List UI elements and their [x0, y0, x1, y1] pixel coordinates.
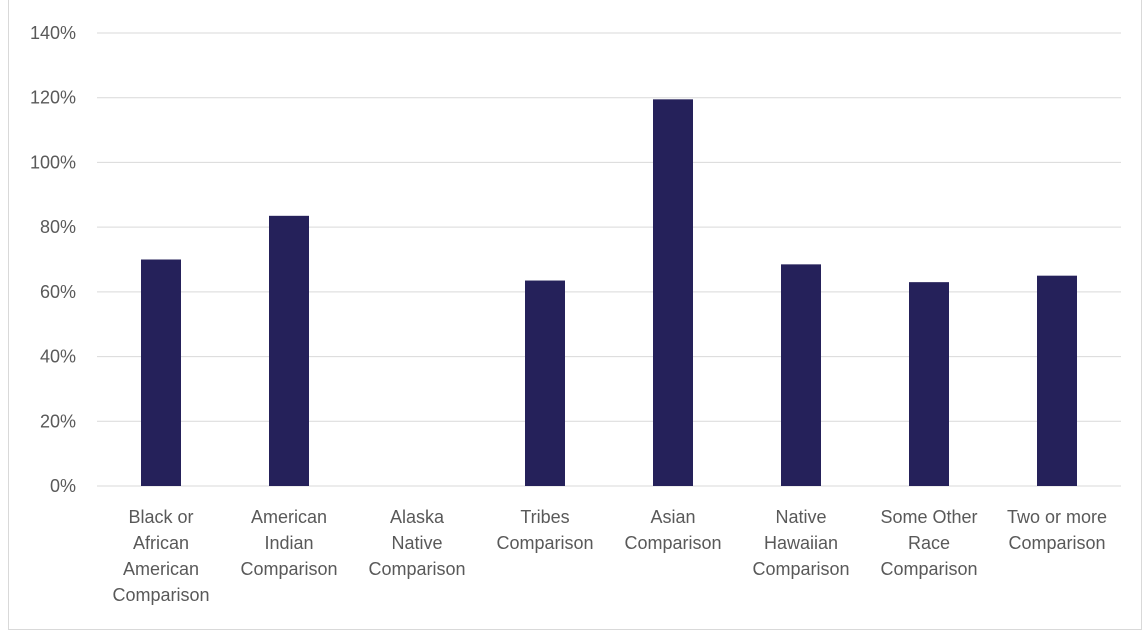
x-tick-label: Native Hawaiian Comparison [752, 507, 849, 579]
x-tick-label: Tribes Comparison [496, 507, 593, 553]
x-tick-label: Two or more Comparison [1007, 507, 1107, 553]
y-tick-label: 140% [30, 23, 76, 43]
bar [525, 280, 565, 486]
y-tick-label: 60% [40, 282, 76, 302]
x-tick-label: Some Other Race Comparison [880, 507, 977, 579]
y-tick-label: 80% [40, 217, 76, 237]
bar [909, 282, 949, 486]
x-tick-label: Alaska Native Comparison [368, 507, 465, 579]
bar [269, 215, 309, 486]
chart-frame [8, 0, 1142, 630]
x-tick-label: Black or African American Comparison [112, 507, 209, 605]
y-tick-label: 0% [50, 476, 76, 496]
bar [1037, 275, 1077, 486]
y-tick-label: 40% [40, 347, 76, 367]
y-tick-label: 100% [30, 152, 76, 172]
bar [653, 99, 693, 486]
y-tick-label: 20% [40, 411, 76, 431]
x-tick-label: American Indian Comparison [240, 507, 337, 579]
bar [141, 259, 181, 486]
bar [781, 264, 821, 486]
y-tick-label: 120% [30, 88, 76, 108]
x-tick-label: Asian Comparison [624, 507, 721, 553]
